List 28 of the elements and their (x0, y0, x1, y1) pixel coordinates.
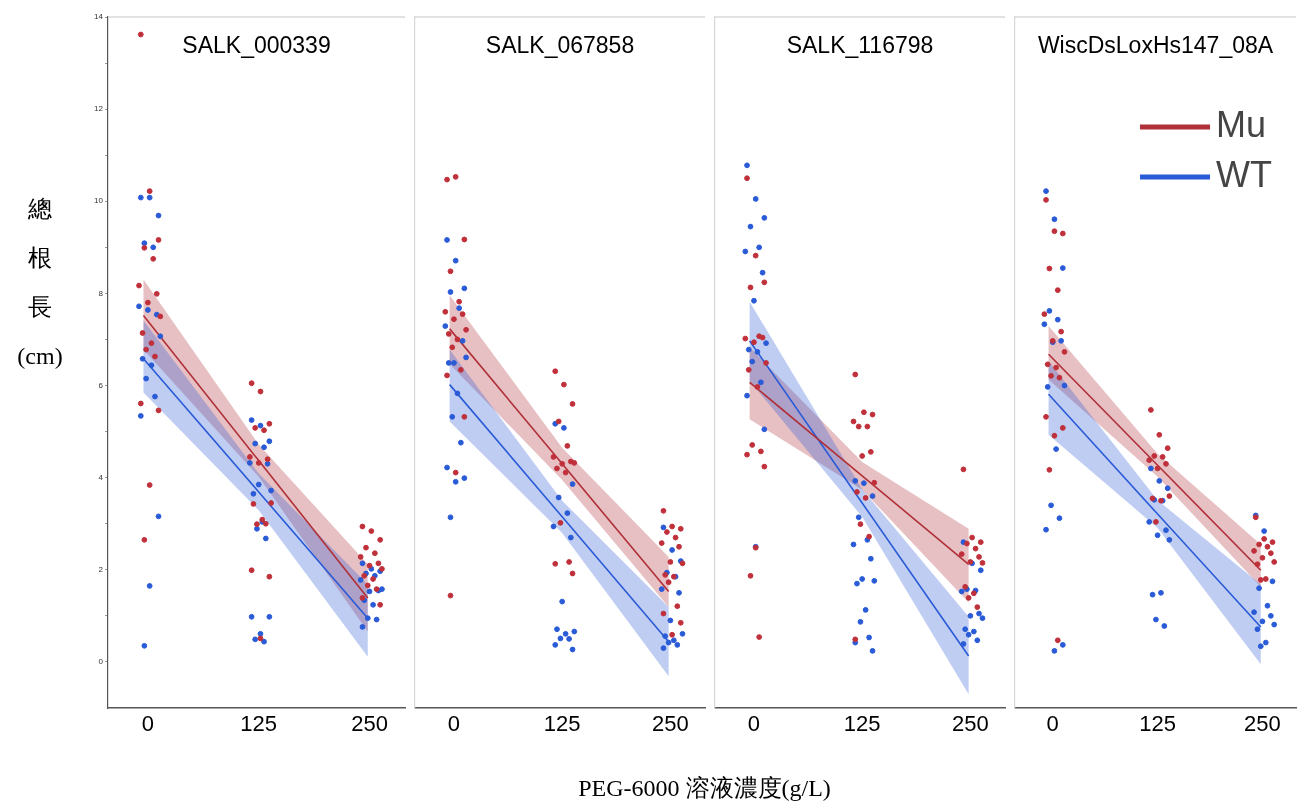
legend-label: Mu (1216, 103, 1267, 145)
y-tick-label: 14 (94, 12, 104, 22)
legend-label: WT (1216, 153, 1273, 195)
x-tick-label: 125 (543, 711, 581, 737)
x-tick-label: 250 (351, 711, 388, 737)
y-tick-label: 8 (98, 288, 104, 298)
x-tick-label: 250 (652, 711, 689, 737)
text: WiscDsLoxHs147_08A (1037, 32, 1274, 59)
x-tick-label: 0 (747, 711, 761, 737)
x-tick-label: 0 (1046, 711, 1059, 737)
x-tick-label: 250 (1244, 711, 1281, 737)
x-tick-label: 0 (141, 711, 155, 737)
text: SALK_067858 (485, 32, 635, 59)
x-tick-label: 125 (240, 711, 278, 737)
x-tick-label: 250 (952, 711, 989, 737)
y-tick-label: 0 (98, 657, 104, 667)
x-tick-label: 125 (843, 711, 881, 737)
y-tick-label: 10 (94, 196, 104, 206)
y-tick-label: 2 (98, 565, 104, 574)
x-tick-label: 0 (447, 711, 461, 737)
y-tick-label: 6 (98, 380, 104, 390)
y-tick-label: 12 (94, 104, 104, 114)
text: SALK_116798 (786, 32, 934, 59)
x-axis-title: PEG-6000 溶液濃度(g/L) (577, 774, 832, 803)
text: SALK_000339 (182, 32, 331, 59)
x-tick-label: 125 (1139, 711, 1176, 737)
y-tick-label: 4 (98, 472, 104, 482)
y-axis-title: 總根長 (cm) (16, 195, 64, 371)
